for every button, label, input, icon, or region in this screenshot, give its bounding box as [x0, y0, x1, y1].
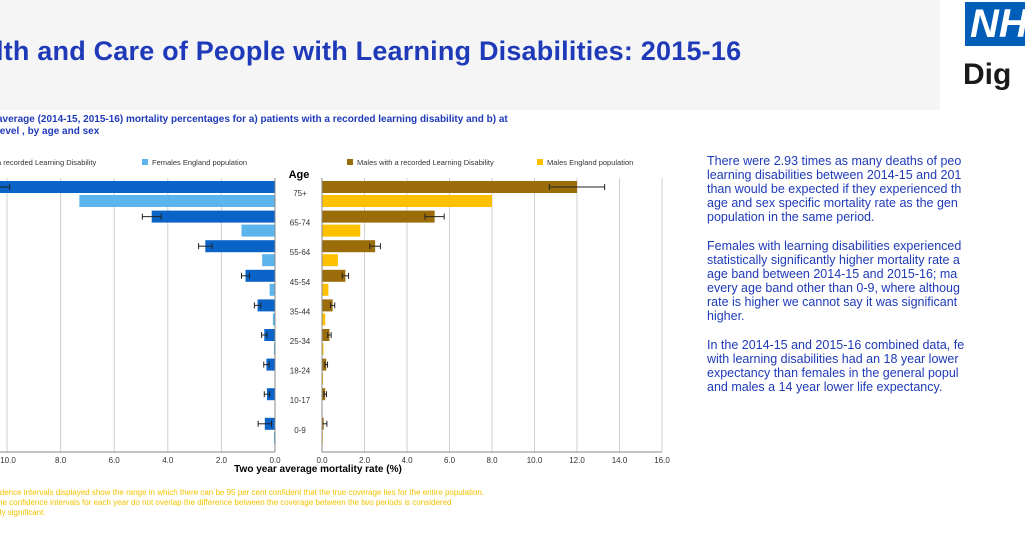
legend-swatch: [347, 159, 353, 165]
bar: [322, 313, 326, 326]
legend-label: Males England population: [547, 158, 633, 167]
title-band: lth and Care of People with Learning Dis…: [0, 0, 940, 110]
bar: [266, 388, 275, 401]
mortality-pyramid-chart: a recorded Learning Disability Females En…: [0, 158, 670, 475]
side-text-line: age and sex specific mortality rate as t…: [707, 196, 958, 210]
bar: [322, 283, 329, 296]
category-label: 35-44: [290, 307, 311, 316]
bar: [322, 195, 492, 207]
side-text-line: statistically significantly higher morta…: [707, 253, 960, 267]
side-text-line: population in the same period.: [707, 210, 875, 224]
bar: [322, 224, 361, 237]
logo-letters: NH: [970, 2, 1025, 46]
footnote-line: lly significant.: [0, 508, 46, 517]
bar: [241, 224, 275, 237]
logo-box: NH: [965, 2, 1025, 46]
side-text-line: expectancy than females in the general p…: [707, 366, 959, 380]
tick-label: 0.0: [316, 456, 328, 465]
footnote-line: idence intervals displayed show the rang…: [0, 488, 485, 497]
bar: [272, 313, 275, 326]
side-text-line: age band between 2014-15 and 2015-16; ma: [707, 267, 958, 281]
tick-label: 16.0: [654, 456, 670, 465]
bar: [322, 240, 376, 253]
footnote-line: he confidence intervals for each year do…: [0, 498, 452, 507]
bar: [322, 372, 324, 385]
bar: [257, 299, 275, 312]
bar: [273, 431, 275, 444]
bar: [264, 329, 275, 341]
tick-label: 8.0: [486, 456, 498, 465]
tick-label: 12.0: [569, 456, 585, 465]
side-text-line: with learning disabilities had an 18 yea…: [707, 352, 959, 366]
tick-label: 2.0: [216, 456, 228, 465]
category-label: 75+: [293, 189, 307, 198]
bar: [322, 269, 346, 282]
bar: [322, 358, 327, 371]
category-label: 10-17: [290, 396, 311, 405]
side-text-line: and males a 14 year lower life expectanc…: [707, 380, 943, 394]
tick-label: 10.0: [527, 456, 543, 465]
bar: [322, 254, 338, 267]
nhs-digital-logo: NH Dig: [958, 2, 1025, 100]
bar: [79, 195, 275, 207]
chart-bars: [0, 181, 606, 444]
legend-label: Males with a recorded Learning Disabilit…: [357, 158, 494, 167]
tick-label: 14.0: [612, 456, 628, 465]
side-text-line: Females with learning disabilities exper…: [707, 239, 962, 253]
x-axis-title: Two year average mortality rate (%): [234, 464, 402, 475]
side-text-line: rate is higher we cannot say it was sign…: [707, 295, 958, 309]
category-label: 45-54: [290, 278, 311, 287]
chart-axes: 75+ 65-74 55-64 45-54 35-44 25-34 18-24 10-17 0-…: [0, 178, 670, 465]
chart-title: average (2014-15, 2015-16) mortality per…: [0, 114, 637, 138]
bar: [322, 181, 577, 193]
tick-label: 4.0: [401, 456, 413, 465]
category-label: 0-9: [294, 426, 306, 435]
chart-title-line: level , by age and sex: [0, 126, 100, 137]
side-paragraph-2: Females with learning disabilities exper…: [707, 239, 1025, 323]
bar: [322, 343, 324, 355]
tick-label: 6.0: [444, 456, 456, 465]
bar: [0, 181, 275, 193]
page-title: lth and Care of People with Learning Dis…: [0, 36, 742, 66]
legend-swatch: [537, 159, 543, 165]
bar: [266, 358, 275, 371]
side-text-line: higher.: [707, 309, 745, 323]
side-text-line: learning disabilities between 2014-15 an…: [707, 168, 962, 182]
tick-label: 10.0: [0, 456, 16, 465]
tick-label: 6.0: [109, 456, 121, 465]
logo-subtitle: Dig: [963, 58, 1012, 91]
bar: [322, 210, 435, 223]
chart-title-line: average (2014-15, 2015-16) mortality per…: [0, 114, 508, 125]
side-text-line: There were 2.93 times as many deaths of …: [707, 154, 962, 168]
tick-label: 8.0: [55, 456, 67, 465]
bar: [269, 283, 275, 296]
bar: [262, 254, 275, 267]
bar: [273, 343, 275, 355]
category-axis-title: Age: [289, 169, 310, 181]
side-text-line: In the 2014-15 and 2015-16 combined data…: [707, 338, 965, 352]
legend-swatch: [142, 159, 148, 165]
chart-footnote: idence intervals displayed show the rang…: [0, 488, 698, 518]
side-paragraph-1: There were 2.93 times as many deaths of …: [707, 154, 1025, 224]
side-text-line: every age band other than 0-9, where alt…: [707, 281, 960, 295]
category-label: 25-34: [290, 337, 311, 346]
tick-label: 0.0: [269, 456, 281, 465]
category-label: 18-24: [290, 367, 311, 376]
side-commentary: There were 2.93 times as many deaths of …: [707, 154, 1025, 409]
tick-label: 4.0: [162, 456, 174, 465]
category-label: 55-64: [290, 248, 311, 257]
bar: [322, 299, 333, 312]
bar: [245, 269, 275, 282]
category-label: 65-74: [290, 219, 311, 228]
bar: [205, 240, 275, 253]
bar: [151, 210, 275, 223]
chart-legend: a recorded Learning Disability Females En…: [0, 158, 633, 167]
legend-label: Females England population: [152, 158, 247, 167]
side-paragraph-3: In the 2014-15 and 2015-16 combined data…: [707, 338, 1025, 394]
tick-label: 2.0: [359, 456, 371, 465]
legend-label: a recorded Learning Disability: [0, 158, 96, 167]
side-text-line: than would be expected if they experienc…: [707, 182, 962, 196]
bar: [322, 329, 330, 341]
